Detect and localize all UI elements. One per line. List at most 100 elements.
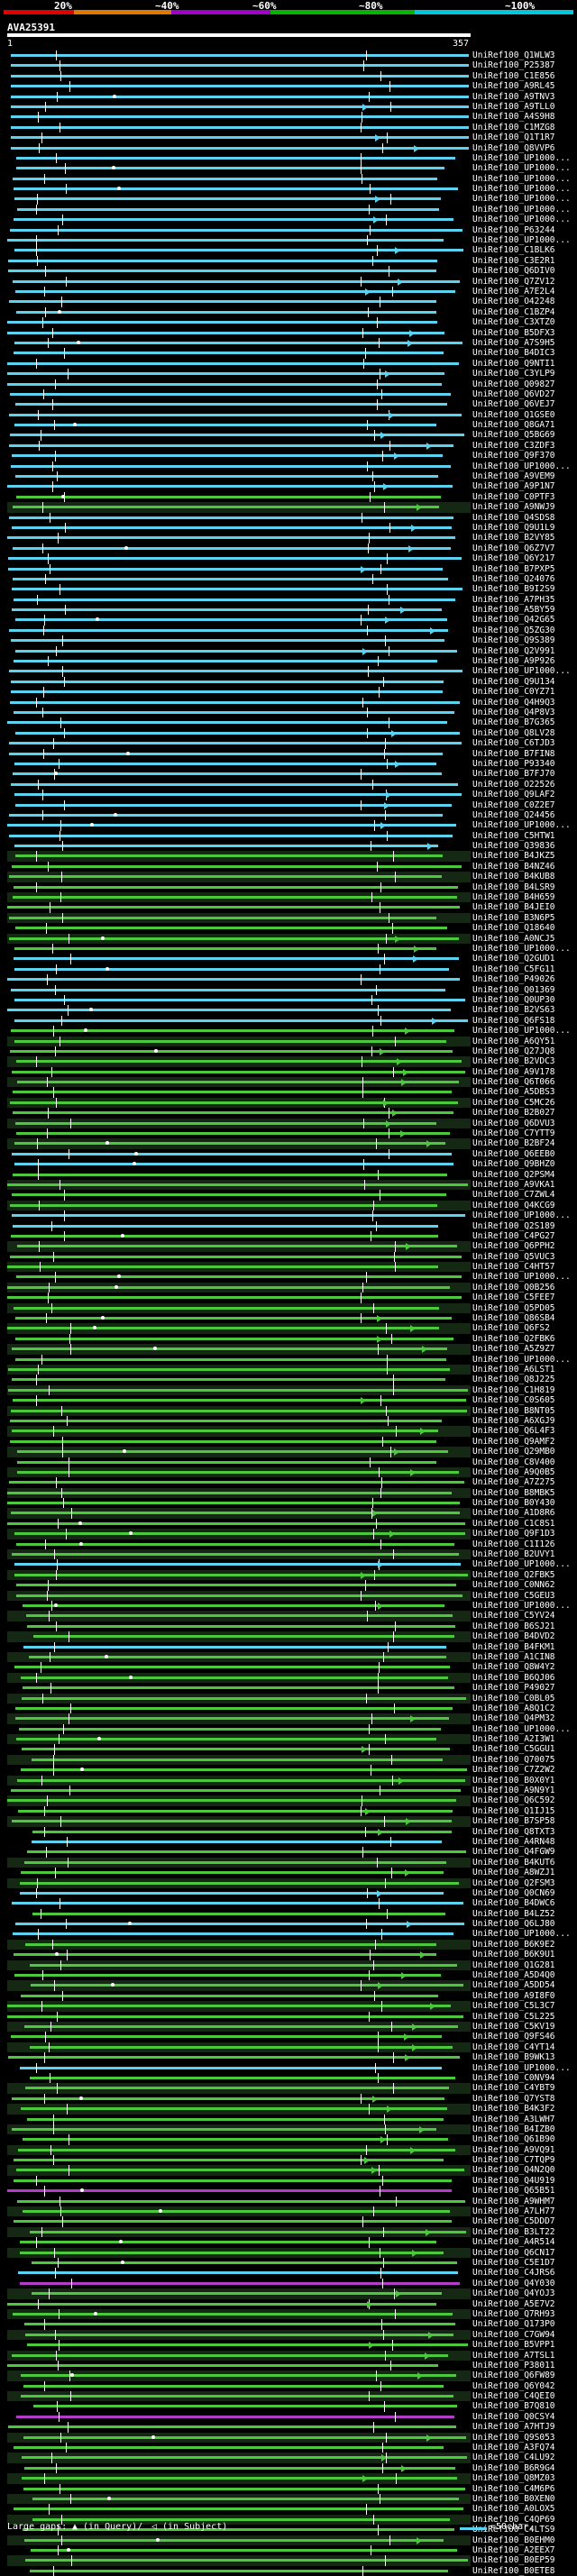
hit-alignment-bar[interactable] [15,403,447,406]
hit-alignment-bar[interactable] [9,936,459,940]
hit-accession-link[interactable]: UniRef100_A5DBS3 [472,1087,555,1098]
hit-alignment-bar[interactable] [12,1902,463,1905]
hit-alignment-bar[interactable] [7,721,447,725]
hit-accession-link[interactable]: UniRef100_B6QJ06 [472,1672,555,1683]
hit-row[interactable]: UniRef100_B4DVD2 [0,1631,577,1642]
hit-alignment-bar[interactable] [11,54,469,57]
hit-row[interactable]: UniRef100_A9RL45 [0,81,577,92]
hit-row[interactable]: UniRef100_A6LST1 [0,1365,577,1375]
hit-alignment-bar[interactable] [7,1183,468,1186]
hit-alignment-bar[interactable] [23,2384,444,2388]
hit-accession-link[interactable]: UniRef100_A2I3W1 [472,1734,555,1745]
hit-accession-link[interactable]: UniRef100_B4DVD2 [472,1631,555,1642]
hit-alignment-bar[interactable] [9,413,462,416]
hit-accession-link[interactable]: UniRef100_C1C8S1 [472,1518,555,1529]
hit-accession-link[interactable]: UniRef100_Q4FGW9 [472,1847,555,1858]
hit-accession-link[interactable]: UniRef100_Q4KCG9 [472,1200,555,1210]
hit-accession-link[interactable]: UniRef100_Q6CN17 [472,2247,555,2258]
hit-alignment-bar[interactable] [7,485,453,489]
hit-accession-link[interactable]: UniRef100_Q2FSM3 [472,1877,555,1888]
hit-row[interactable]: UniRef100_Q0B256 [0,1282,577,1293]
hit-accession-link[interactable]: UniRef100_C7Z2W2 [472,1765,555,1776]
hit-accession-link[interactable]: UniRef100_Q9FS46 [472,2032,555,2042]
hit-accession-link[interactable]: UniRef100_B2UVY1 [472,1549,555,1560]
hit-accession-link[interactable]: UniRef100_Q4N2Q0 [472,2165,555,2176]
hit-accession-link[interactable]: UniRef100_B0XEN0 [472,2493,555,2504]
hit-row[interactable]: UniRef100_A8WZJ1 [0,1868,577,1878]
hit-accession-link[interactable]: UniRef100_Q0B256 [472,1282,555,1293]
hit-row[interactable]: UniRef100_Q4KCG9 [0,1200,577,1211]
hit-row[interactable]: UniRef100_B0XEN0 [0,2493,577,2505]
hit-row[interactable]: UniRef100_P63244 [0,224,577,236]
hit-row[interactable]: UniRef100_Q09827 [0,379,577,389]
hit-row[interactable]: UniRef100_A4S9H8 [0,112,577,123]
hit-alignment-bar[interactable] [23,1645,446,1649]
hit-accession-link[interactable]: UniRef100_A2EEX7 [472,2544,555,2555]
hit-alignment-bar[interactable] [16,1132,450,1136]
hit-accession-link[interactable]: UniRef100_A7TSL1 [472,2350,555,2361]
hit-alignment-bar[interactable] [14,2159,444,2162]
hit-row[interactable]: UniRef100_B2VY85 [0,533,577,544]
hit-row[interactable]: UniRef100_P49027 [0,1683,577,1694]
hit-alignment-bar[interactable] [14,1666,450,1669]
hit-row[interactable]: UniRef100_Q1IJ15 [0,1805,577,1817]
hit-alignment-bar[interactable] [20,1881,459,1885]
hit-accession-link[interactable]: UniRef100_C4LU92 [472,2453,555,2463]
hit-accession-link[interactable]: UniRef100_Q7ZV12 [472,276,555,287]
hit-alignment-bar[interactable] [21,2395,453,2398]
hit-accession-link[interactable]: UniRef100_UP1000... [472,235,571,246]
hit-alignment-bar[interactable] [14,1953,436,1957]
hit-row[interactable]: UniRef100_P38011 [0,2360,577,2371]
hit-row[interactable]: UniRef100_B4H659 [0,892,577,903]
hit-alignment-bar[interactable] [14,424,436,427]
hit-alignment-bar[interactable] [9,670,463,673]
hit-alignment-bar[interactable] [10,700,460,704]
hit-alignment-bar[interactable] [12,864,462,868]
hit-alignment-bar[interactable] [11,1234,438,1238]
hit-row[interactable]: UniRef100_UP1000... [0,204,577,215]
hit-row[interactable]: UniRef100_B3LT22 [0,2226,577,2238]
hit-alignment-bar[interactable] [11,95,469,98]
hit-alignment-bar[interactable] [9,834,453,837]
hit-alignment-bar[interactable] [14,1573,468,1576]
hit-alignment-bar[interactable] [11,136,469,140]
hit-accession-link[interactable]: UniRef100_A4RN48 [472,1836,555,1847]
hit-accession-link[interactable]: UniRef100_Q9AMF2 [472,1436,555,1447]
hit-accession-link[interactable]: UniRef100_A0LOX5 [472,2504,555,2515]
hit-accession-link[interactable]: UniRef100_Q2V991 [472,645,555,656]
hit-alignment-bar[interactable] [12,1214,465,1218]
hit-row[interactable]: UniRef100_UP1000... [0,666,577,677]
hit-alignment-bar[interactable] [17,1245,457,1248]
hit-accession-link[interactable]: UniRef100_B0Y430 [472,1498,555,1509]
hit-alignment-bar[interactable] [21,1994,438,1997]
hit-accession-link[interactable]: UniRef100_B5DFX3 [472,327,555,338]
hit-row[interactable]: UniRef100_A0NCJ5 [0,933,577,944]
hit-accession-link[interactable]: UniRef100_A0NCJ5 [472,933,555,944]
hit-accession-link[interactable]: UniRef100_Q9U134 [472,676,555,687]
hit-accession-link[interactable]: UniRef100_A7E2L4 [472,286,555,297]
hit-alignment-bar[interactable] [31,2548,457,2552]
hit-row[interactable]: UniRef100_B6SJ21 [0,1621,577,1632]
hit-row[interactable]: UniRef100_Q9LAF2 [0,790,577,800]
hit-alignment-bar[interactable] [11,1409,467,1412]
hit-row[interactable]: UniRef100_UP1000... [0,173,577,185]
hit-row[interactable]: UniRef100_C8V400 [0,1457,577,1467]
hit-accession-link[interactable]: UniRef100_Q0CSY4 [472,2411,555,2422]
hit-alignment-bar[interactable] [10,1049,453,1053]
hit-alignment-bar[interactable] [10,1419,442,1422]
hit-row[interactable]: UniRef100_A9VEM9 [0,471,577,482]
hit-row[interactable]: UniRef100_B2VS63 [0,1005,577,1016]
hit-alignment-bar[interactable] [11,639,444,643]
hit-row[interactable]: UniRef100_Q9F370 [0,451,577,461]
hit-row[interactable]: UniRef100_C7ZWL4 [0,1190,577,1201]
hit-row[interactable]: UniRef100_B4LZ52 [0,1908,577,1920]
hit-row[interactable]: UniRef100_C4LTS9 [0,2525,577,2535]
hit-row[interactable]: UniRef100_C0S605 [0,1395,577,1406]
hit-alignment-bar[interactable] [12,2127,436,2131]
hit-alignment-bar[interactable] [20,2281,460,2285]
hit-alignment-bar[interactable] [16,495,441,498]
hit-accession-link[interactable]: UniRef100_Q86SB4 [472,1313,555,1324]
hit-row[interactable]: UniRef100_Q2FSM3 [0,1877,577,1888]
hit-accession-link[interactable]: UniRef100_Q4YOJ3 [472,2288,555,2299]
hit-accession-link[interactable]: UniRef100_UP1000... [472,194,571,205]
